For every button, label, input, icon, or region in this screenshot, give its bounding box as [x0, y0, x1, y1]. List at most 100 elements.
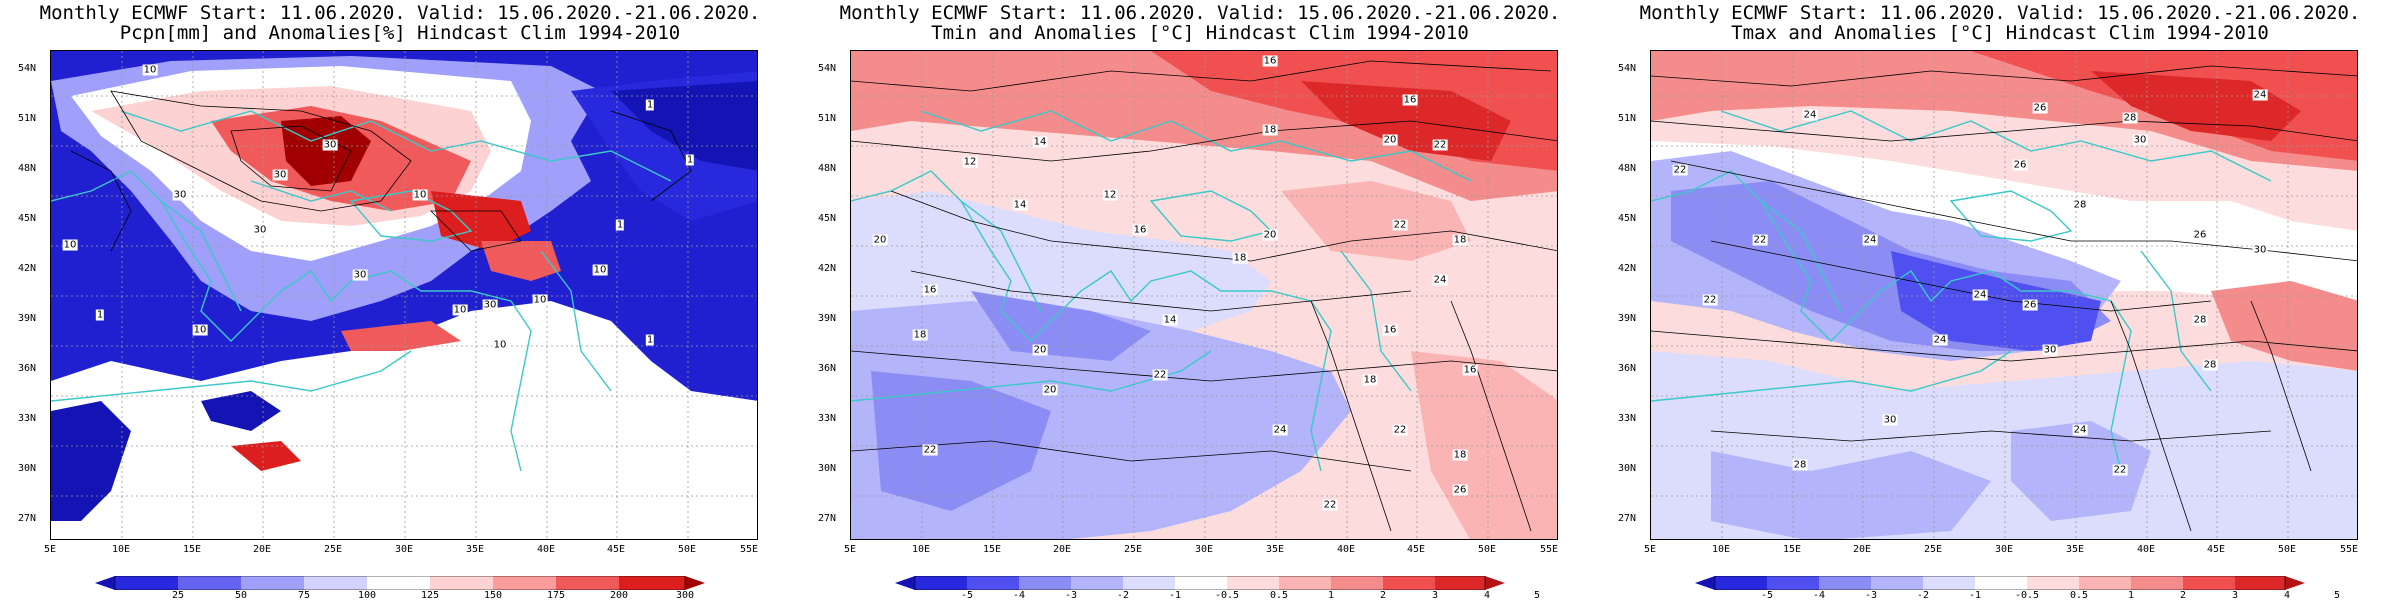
- colorbar-tick-label: -0.5: [1214, 590, 1240, 600]
- lat-label: 45N: [18, 213, 37, 224]
- contour-label: 16: [922, 284, 938, 296]
- lon-label: 20E: [1053, 544, 1072, 555]
- contour-label: 28: [2202, 359, 2218, 371]
- lat-label: 27N: [818, 513, 837, 524]
- colorbar-tick-label: 100: [357, 590, 377, 600]
- lon-label: 15E: [1783, 544, 1802, 555]
- tmax-map-svg: [1651, 51, 2357, 539]
- tmin-colorbar: [895, 575, 1505, 591]
- colorbar-tick-label: 200: [609, 590, 629, 600]
- lon-label: 55E: [1540, 544, 1559, 555]
- contour-label: 1: [645, 99, 655, 111]
- colorbar-tick-label: 2: [1379, 590, 1387, 600]
- contour-label: 22: [1702, 294, 1718, 306]
- contour-label: 28: [2192, 314, 2208, 326]
- contour-label: 30: [172, 189, 188, 201]
- contour-label: 20: [872, 234, 888, 246]
- lat-label: 33N: [1618, 413, 1637, 424]
- lat-label: 33N: [18, 413, 37, 424]
- lon-label: 50E: [1478, 544, 1497, 555]
- panel-title-line1: Monthly ECMWF Start: 11.06.2020. Valid: …: [1639, 2, 2361, 24]
- contour-label: 18: [1452, 449, 1468, 461]
- contour-label: 16: [1132, 224, 1148, 236]
- colorbar-tick-label: 150: [483, 590, 503, 600]
- precipitation-map-svg: [51, 51, 757, 539]
- contour-label: 12: [962, 156, 978, 168]
- contour-label: 30: [2252, 244, 2268, 256]
- lon-label: 50E: [2278, 544, 2297, 555]
- lat-label: 45N: [1618, 213, 1637, 224]
- colorbar-tick-label: 1: [2127, 590, 2135, 600]
- contour-label: 24: [1432, 274, 1448, 286]
- colorbar-tick-label: -4: [1812, 590, 1826, 600]
- lat-label: 36N: [18, 363, 37, 374]
- colorbar-svg: [1695, 575, 2305, 591]
- contour-label: 24: [2252, 89, 2268, 101]
- contour-label: 30: [2132, 134, 2148, 146]
- contour-label: 22: [1152, 369, 1168, 381]
- colorbar-tick-label: -5: [1760, 590, 1774, 600]
- lon-label: 5E: [44, 544, 57, 555]
- lon-label: 25E: [1924, 544, 1943, 555]
- lat-label: 30N: [18, 463, 37, 474]
- contour-label: 20: [1032, 344, 1048, 356]
- colorbar-svg: [95, 575, 705, 591]
- colorbar-tick-label: 125: [420, 590, 440, 600]
- contour-label: 1: [685, 154, 695, 166]
- contour-label: 1: [645, 334, 655, 346]
- contour-label: 16: [1262, 55, 1278, 67]
- lon-label: 20E: [1853, 544, 1872, 555]
- panel-title-line2: Tmax and Anomalies [°C] Hindcast Clim 19…: [1731, 22, 2269, 44]
- lon-label: 5E: [1644, 544, 1657, 555]
- lon-label: 15E: [983, 544, 1002, 555]
- lat-label: 48N: [818, 163, 837, 174]
- lat-label: 33N: [818, 413, 837, 424]
- contour-label: 16: [1462, 364, 1478, 376]
- colorbar-tick-label: 75: [297, 590, 311, 600]
- contour-label: 28: [1792, 459, 1808, 471]
- contour-label: 24: [1972, 289, 1988, 301]
- contour-label: 20: [1262, 229, 1278, 241]
- lon-label: 55E: [2340, 544, 2359, 555]
- contour-label: 30: [2042, 344, 2058, 356]
- contour-label: 10: [452, 304, 468, 316]
- contour-label: 18: [1452, 234, 1468, 246]
- colorbar-tick-label: 3: [2231, 590, 2239, 600]
- tmin-map[interactable]: [850, 50, 1558, 540]
- contour-label: 22: [2112, 464, 2128, 476]
- lat-label: 54N: [1618, 63, 1637, 74]
- colorbar-tick-label: -3: [1064, 590, 1078, 600]
- tmin-panel: Monthly ECMWF Start: 11.06.2020. Valid: …: [800, 0, 1600, 600]
- lon-label: 30E: [395, 544, 414, 555]
- contour-label: 14: [1032, 136, 1048, 148]
- lat-label: 45N: [818, 213, 837, 224]
- contour-label: 10: [412, 189, 428, 201]
- contour-label: 26: [2032, 102, 2048, 114]
- contour-label: 24: [2072, 424, 2088, 436]
- lon-label: 50E: [678, 544, 697, 555]
- contour-label: 26: [1452, 484, 1468, 496]
- contour-label: 10: [192, 324, 208, 336]
- lon-label: 25E: [1124, 544, 1143, 555]
- colorbar-svg: [895, 575, 1505, 591]
- contour-label: 20: [1382, 134, 1398, 146]
- contour-label: 30: [272, 169, 288, 181]
- lon-label: 5E: [844, 544, 857, 555]
- precipitation-map[interactable]: [50, 50, 758, 540]
- contour-label: 26: [2012, 159, 2028, 171]
- contour-label: 10: [142, 64, 158, 76]
- tmax-map[interactable]: [1650, 50, 2358, 540]
- panel-title-line1: Monthly ECMWF Start: 11.06.2020. Valid: …: [39, 2, 761, 24]
- panel-title-line1: Monthly ECMWF Start: 11.06.2020. Valid: …: [839, 2, 1561, 24]
- lon-label: 45E: [607, 544, 626, 555]
- contour-label: 12: [1102, 189, 1118, 201]
- tmax-colorbar: [1695, 575, 2305, 591]
- lon-label: 10E: [1712, 544, 1731, 555]
- lat-label: 42N: [818, 263, 837, 274]
- contour-label: 18: [912, 329, 928, 341]
- panel-title-line2: Tmin and Anomalies [°C] Hindcast Clim 19…: [931, 22, 1469, 44]
- colorbar-tick-label: -2: [1116, 590, 1130, 600]
- contour-label: 30: [482, 299, 498, 311]
- contour-label: 28: [2072, 199, 2088, 211]
